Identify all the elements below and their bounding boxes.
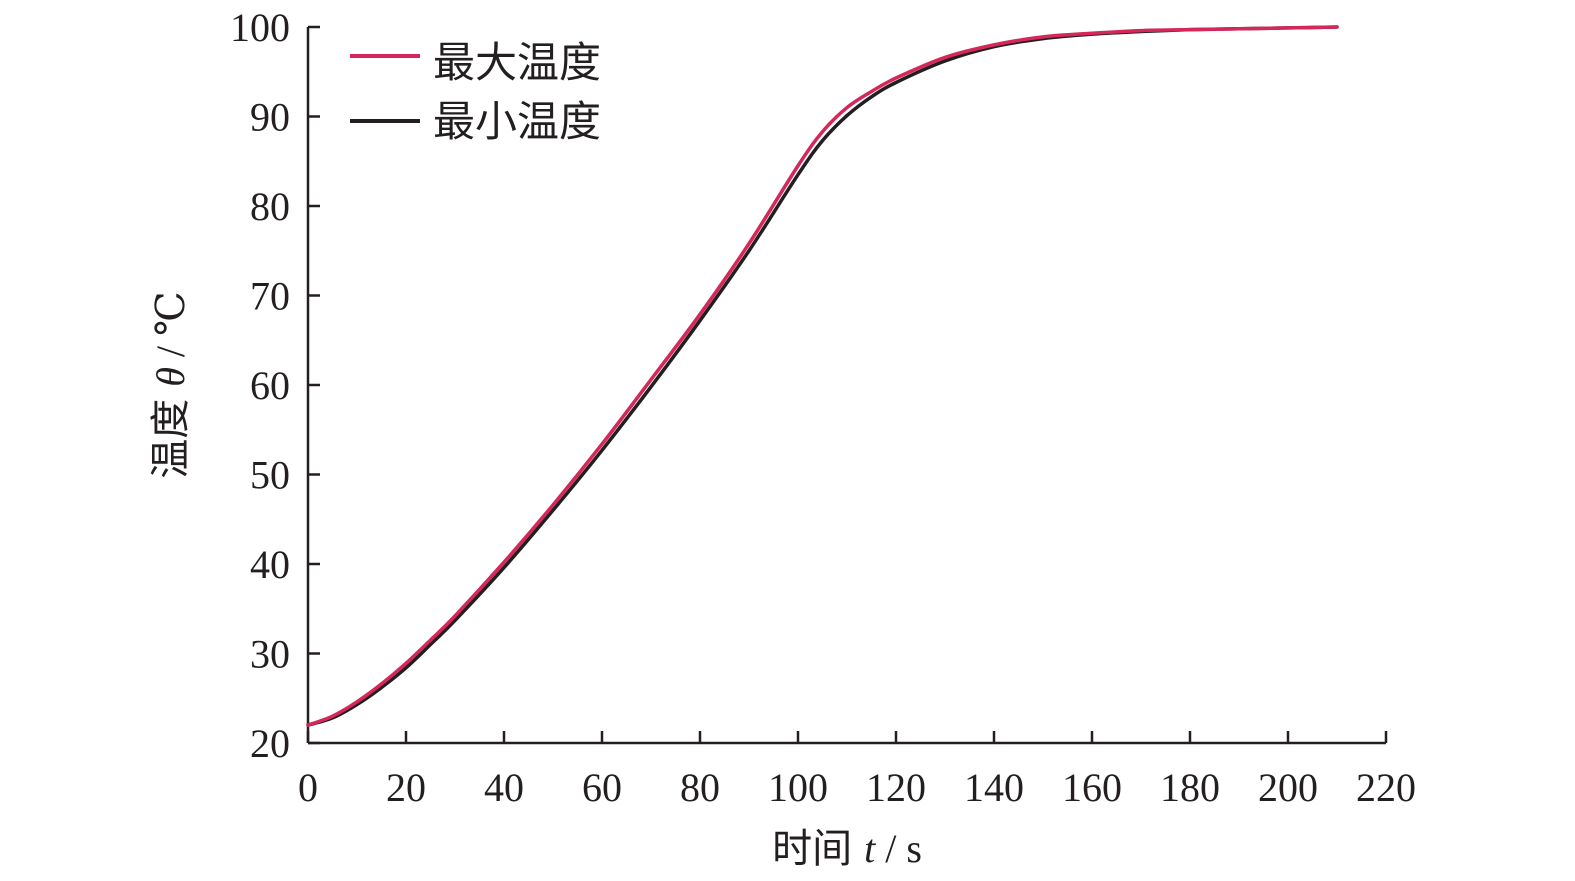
y-tick-label: 30	[250, 632, 290, 677]
legend-label-max: 最大温度	[433, 41, 601, 87]
y-tick-label: 70	[250, 274, 290, 319]
x-tick-label: 40	[484, 765, 524, 810]
x-tick-label: 140	[964, 765, 1024, 810]
x-tick-label: 220	[1356, 765, 1416, 810]
y-tick-label: 60	[250, 363, 290, 408]
series-line-max-temp	[306, 25, 1339, 727]
y-tick-label: 50	[250, 453, 290, 498]
x-axis-title-prefix: 时间	[772, 826, 852, 871]
y-axis-title-prefix: 温度	[148, 399, 193, 479]
x-tick-label: 160	[1062, 765, 1122, 810]
y-tick-label: 80	[250, 184, 290, 229]
legend-label-min: 最小温度	[433, 100, 601, 146]
x-axis-title-sep: /	[875, 826, 906, 871]
x-tick-label: 180	[1160, 765, 1220, 810]
x-tick-label: 0	[298, 765, 318, 810]
x-tick-label: 20	[386, 765, 426, 810]
y-axis-title-unit: ℃	[148, 291, 193, 336]
x-tick-label: 80	[680, 765, 720, 810]
y-tick-label: 20	[250, 721, 290, 766]
y-tick-label: 90	[250, 95, 290, 140]
x-axis-title-var: t	[864, 826, 876, 871]
y-axis-title-sep: /	[148, 336, 193, 367]
y-tick-label: 40	[250, 542, 290, 587]
x-tick-label: 200	[1258, 765, 1318, 810]
x-tick-label: 120	[866, 765, 926, 810]
y-tick-label: 100	[230, 5, 290, 50]
x-tick-label: 60	[582, 765, 622, 810]
y-axis-title: 温度 θ / ℃	[148, 291, 193, 479]
y-axis-title-var: θ	[148, 367, 193, 387]
ticks: 0 20 40 60 80 100 120 140 160 180 200 2202030405060…	[230, 5, 1416, 810]
x-tick-label: 100	[768, 765, 828, 810]
legend: 最大温度 最小温度	[350, 41, 601, 146]
x-axis-title-unit: s	[906, 826, 922, 871]
x-axis-title: 时间 t / s	[772, 826, 922, 871]
series-lines	[306, 25, 1339, 727]
